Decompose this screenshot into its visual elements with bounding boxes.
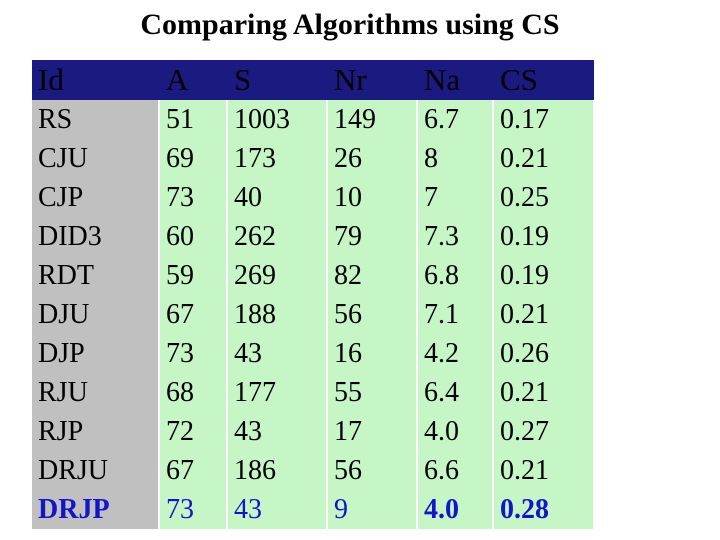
cell-nr: 82 [327, 256, 418, 295]
cell-s: 43 [227, 490, 328, 529]
table-row: RJP 72 43 17 4.0 0.27 [32, 412, 593, 451]
column-header-s: S [227, 60, 328, 100]
table-row: DRJP 73 43 9 4.0 0.28 [32, 490, 593, 529]
cell-nr: 9 [327, 490, 418, 529]
cell-a: 73 [159, 178, 228, 217]
cell-cs: 0.27 [493, 412, 593, 451]
cell-nr: 26 [327, 139, 418, 178]
cell-s: 262 [227, 217, 328, 256]
cell-id: DID3 [32, 217, 160, 256]
cell-cs: 0.19 [493, 217, 593, 256]
table-row: DJU 67 188 56 7.1 0.21 [32, 295, 593, 334]
cell-s: 40 [227, 178, 328, 217]
cell-id: RDT [32, 256, 160, 295]
cell-s: 269 [227, 256, 328, 295]
cell-a: 60 [159, 217, 228, 256]
cell-cs: 0.21 [493, 373, 593, 412]
column-header-na: Na [417, 60, 494, 100]
cell-cs: 0.25 [493, 178, 593, 217]
table-row: DRJU 67 186 56 6.6 0.21 [32, 451, 593, 490]
comparison-table: Id A S Nr Na CS RS 51 1003 149 6.7 0.17 CJU 69 1… [32, 60, 594, 529]
column-header-id: Id [32, 60, 160, 100]
table-header-row: Id A S Nr Na CS [32, 60, 594, 100]
cell-na: 6.7 [417, 100, 494, 139]
cell-a: 69 [159, 139, 228, 178]
cell-a: 72 [159, 412, 228, 451]
cell-id: DRJU [32, 451, 160, 490]
cell-id: DRJP [32, 490, 160, 529]
cell-cs: 0.21 [493, 139, 593, 178]
table-row: CJP 73 40 10 7 0.25 [32, 178, 593, 217]
page-title: Comparing Algorithms using CS [140, 8, 560, 41]
cell-s: 177 [227, 373, 328, 412]
cell-na: 7 [417, 178, 494, 217]
column-header-cs: CS [493, 60, 594, 100]
cell-cs: 0.21 [493, 295, 593, 334]
cell-a: 73 [159, 334, 228, 373]
cell-cs: 0.26 [493, 334, 593, 373]
table-row: RDT 59 269 82 6.8 0.19 [32, 256, 593, 295]
cell-nr: 10 [327, 178, 418, 217]
cell-id: RJU [32, 373, 160, 412]
cell-na: 7.1 [417, 295, 494, 334]
cell-nr: 55 [327, 373, 418, 412]
cell-na: 6.8 [417, 256, 494, 295]
cell-id: CJP [32, 178, 160, 217]
cell-s: 1003 [227, 100, 328, 139]
table-row: RS 51 1003 149 6.7 0.17 [32, 100, 593, 139]
cell-s: 43 [227, 334, 328, 373]
cell-cs: 0.28 [493, 490, 593, 529]
column-header-a: A [159, 60, 228, 100]
cell-a: 59 [159, 256, 228, 295]
cell-s: 173 [227, 139, 328, 178]
cell-a: 68 [159, 373, 228, 412]
cell-nr: 149 [327, 100, 418, 139]
table-row: DJP 73 43 16 4.2 0.26 [32, 334, 593, 373]
cell-a: 73 [159, 490, 228, 529]
cell-s: 188 [227, 295, 328, 334]
cell-nr: 16 [327, 334, 418, 373]
table-row: CJU 69 173 26 8 0.21 [32, 139, 593, 178]
cell-id: CJU [32, 139, 160, 178]
cell-nr: 56 [327, 295, 418, 334]
cell-s: 186 [227, 451, 328, 490]
cell-cs: 0.21 [493, 451, 593, 490]
cell-cs: 0.19 [493, 256, 593, 295]
cell-a: 51 [159, 100, 228, 139]
cell-na: 7.3 [417, 217, 494, 256]
cell-nr: 79 [327, 217, 418, 256]
cell-na: 6.4 [417, 373, 494, 412]
cell-a: 67 [159, 451, 228, 490]
cell-na: 8 [417, 139, 494, 178]
cell-na: 4.2 [417, 334, 494, 373]
column-header-nr: Nr [327, 60, 418, 100]
table-row: RJU 68 177 55 6.4 0.21 [32, 373, 593, 412]
cell-s: 43 [227, 412, 328, 451]
cell-na: 4.0 [417, 412, 494, 451]
cell-id: RS [32, 100, 160, 139]
cell-nr: 17 [327, 412, 418, 451]
cell-cs: 0.17 [493, 100, 593, 139]
cell-a: 67 [159, 295, 228, 334]
cell-id: RJP [32, 412, 160, 451]
cell-na: 6.6 [417, 451, 494, 490]
cell-id: DJU [32, 295, 160, 334]
cell-id: DJP [32, 334, 160, 373]
table-row: DID3 60 262 79 7.3 0.19 [32, 217, 593, 256]
cell-nr: 56 [327, 451, 418, 490]
cell-na: 4.0 [417, 490, 494, 529]
